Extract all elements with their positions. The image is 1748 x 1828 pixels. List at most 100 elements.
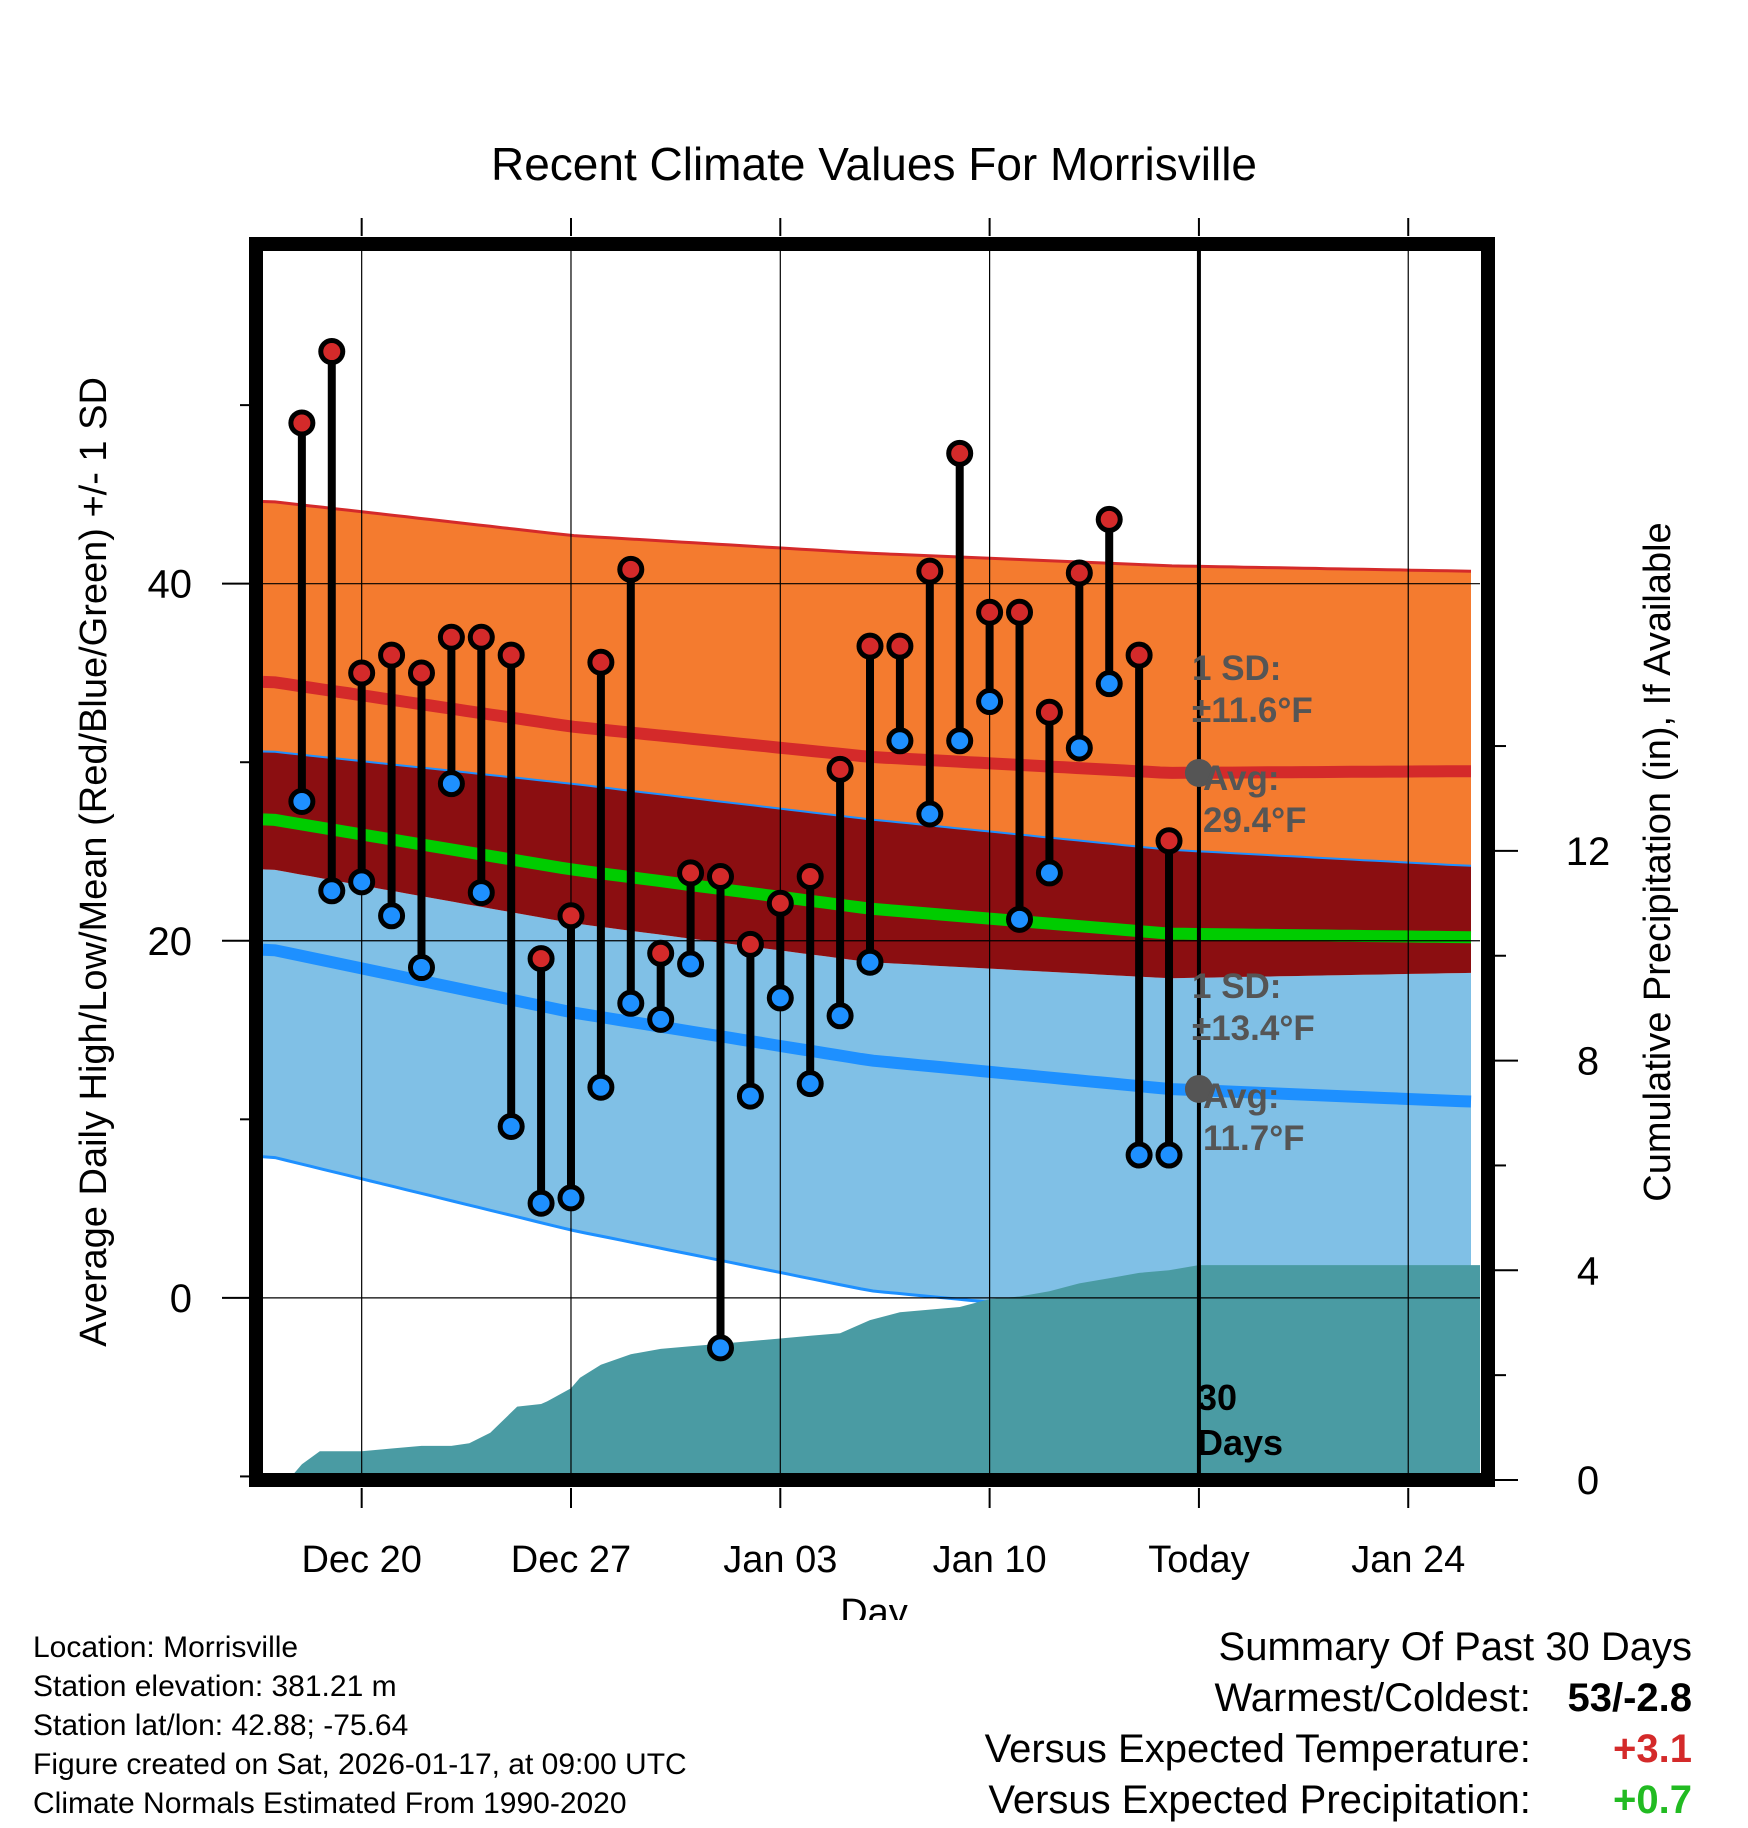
low-point-11 — [617, 989, 645, 1017]
station-info: Location: Morrisville Station elevation:… — [33, 1628, 687, 1823]
high-point-4 — [407, 659, 435, 687]
low-point-2 — [348, 868, 376, 896]
low-point-19 — [856, 948, 884, 976]
low-sd-value: ±13.4°F — [1192, 1009, 1315, 1048]
high-point-29 — [1155, 827, 1183, 855]
high-point-22 — [946, 439, 974, 467]
high-point-17 — [796, 862, 824, 890]
x-tick-label-2: Jan 03 — [723, 1539, 837, 1581]
climate-chart: Recent Climate Values For Morrisville 1 … — [73, 138, 1679, 1620]
days-word: Days — [1197, 1422, 1283, 1463]
warmest-coldest-value: 53/-2.8 — [1567, 1676, 1692, 1720]
low-point-17 — [796, 1070, 824, 1098]
x-tick-label-4: Today — [1148, 1539, 1249, 1581]
location-text: Location: Morrisville — [33, 1631, 299, 1664]
precip-value: +0.7 — [1613, 1778, 1692, 1822]
high-point-7 — [497, 641, 525, 669]
low-point-12 — [647, 1005, 675, 1033]
precip-label: Versus Expected Precipitation: — [988, 1778, 1531, 1822]
temp-value: +3.1 — [1613, 1727, 1692, 1771]
low-point-4 — [407, 954, 435, 982]
low-point-10 — [587, 1073, 615, 1101]
low-point-18 — [826, 1002, 854, 1030]
created-text: Figure created on Sat, 2026-01-17, at 09… — [33, 1748, 687, 1781]
high-avg-marker — [1184, 758, 1213, 787]
low-avg-marker — [1184, 1074, 1213, 1103]
high-point-5 — [437, 623, 465, 651]
low-point-1 — [318, 877, 346, 905]
elevation-text: Station elevation: 381.21 m — [33, 1670, 397, 1703]
low-normal-line — [263, 943, 1472, 1108]
high-point-24 — [1006, 598, 1034, 626]
latlon-text: Station lat/lon: 42.88; -75.64 — [33, 1709, 409, 1742]
low-avg-value: 11.7°F — [1203, 1119, 1305, 1158]
low-point-22 — [946, 727, 974, 755]
high-point-26 — [1065, 559, 1093, 587]
high-point-25 — [1035, 698, 1063, 726]
low-point-16 — [766, 984, 794, 1012]
low-point-28 — [1125, 1141, 1153, 1169]
low-point-3 — [378, 902, 406, 930]
low-point-14 — [706, 1334, 734, 1362]
y-axis-label: Average Daily High/Low/Mean (Red/Blue/Gr… — [73, 377, 115, 1347]
high-point-8 — [527, 945, 555, 973]
summary-temp-row: Versus Expected Temperature: +3.1 — [872, 1724, 1692, 1775]
summary-warmest-row: Warmest/Coldest: 53/-2.8 — [872, 1673, 1693, 1724]
low-point-15 — [736, 1082, 764, 1110]
summary-title: Summary Of Past 30 Days — [1218, 1625, 1692, 1669]
plot-frame — [249, 237, 1495, 1487]
high-point-1 — [318, 338, 346, 366]
y-tick-label-0: 0 — [170, 1277, 192, 1321]
annotations: 1 SD: ±11.6°F Avg: 29.4°F 1 SD: ±13.4°F … — [1192, 649, 1315, 1463]
low-point-0 — [288, 788, 316, 816]
y2-tick-label-1: 4 — [1577, 1249, 1599, 1293]
y-tick-label-1: 20 — [148, 920, 193, 964]
y2-tick-label-3: 12 — [1566, 830, 1611, 874]
precip-area — [288, 1265, 1480, 1480]
x-tick-label-5: Jan 24 — [1351, 1539, 1465, 1581]
low-point-21 — [916, 800, 944, 828]
low-point-7 — [497, 1112, 525, 1140]
low-point-6 — [467, 879, 495, 907]
low-point-25 — [1035, 859, 1063, 887]
high-sd-value: ±11.6°F — [1192, 691, 1313, 730]
high-avg-label: Avg: — [1203, 759, 1279, 798]
high-point-18 — [826, 755, 854, 783]
low-point-26 — [1065, 734, 1093, 762]
data-layer — [288, 338, 1213, 1362]
low-point-29 — [1155, 1141, 1183, 1169]
high-avg-value: 29.4°F — [1203, 801, 1307, 840]
high-point-10 — [587, 648, 615, 676]
low-point-20 — [886, 727, 914, 755]
high-point-6 — [467, 623, 495, 651]
summary-precip-row: Versus Expected Precipitation: +0.7 — [872, 1775, 1692, 1826]
high-point-3 — [378, 641, 406, 669]
x-axis-label: Day — [840, 1592, 908, 1620]
high-point-16 — [766, 889, 794, 917]
low-point-23 — [976, 688, 1004, 716]
low-point-8 — [527, 1189, 555, 1217]
chart-title: Recent Climate Values For Morrisville — [491, 138, 1257, 190]
days-count: 30 — [1197, 1377, 1237, 1418]
high-point-14 — [706, 862, 734, 890]
y2-tick-label-2: 8 — [1577, 1040, 1599, 1084]
high-point-23 — [976, 598, 1004, 626]
summary-panel: Summary Of Past 30 Days Warmest/Coldest:… — [872, 1622, 1692, 1826]
high-point-28 — [1125, 641, 1153, 669]
x-tick-label-1: Dec 27 — [511, 1539, 631, 1581]
high-point-13 — [677, 859, 705, 887]
high-point-2 — [348, 659, 376, 687]
low-point-9 — [557, 1184, 585, 1212]
high-point-21 — [916, 557, 944, 585]
low-point-27 — [1095, 670, 1123, 698]
high-point-15 — [736, 930, 764, 958]
high-point-11 — [617, 555, 645, 583]
warmest-coldest-label: Warmest/Coldest: — [1214, 1676, 1531, 1720]
low-sd-label: 1 SD: — [1192, 967, 1281, 1006]
high-point-20 — [886, 632, 914, 660]
high-point-9 — [557, 902, 585, 930]
high-point-19 — [856, 632, 884, 660]
high-point-0 — [288, 409, 316, 437]
low-point-24 — [1006, 905, 1034, 933]
high-sd-label: 1 SD: — [1192, 649, 1281, 688]
